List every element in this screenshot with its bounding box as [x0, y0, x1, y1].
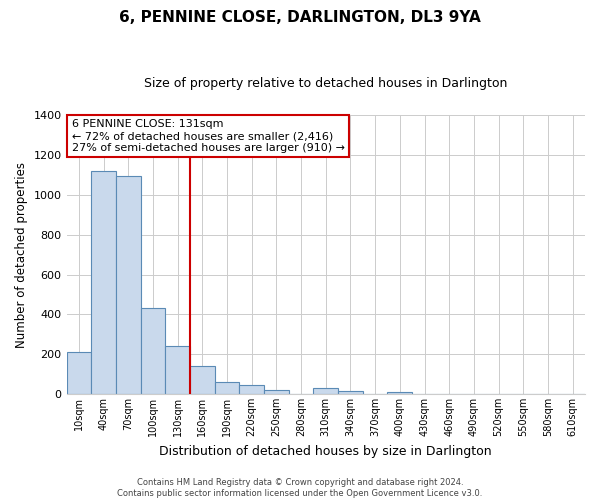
Bar	[239, 384, 264, 394]
Y-axis label: Number of detached properties: Number of detached properties	[15, 162, 28, 348]
Bar	[140, 308, 165, 394]
Bar	[215, 382, 239, 394]
Bar	[338, 391, 363, 394]
Bar	[165, 346, 190, 394]
Bar	[91, 171, 116, 394]
Bar	[313, 388, 338, 394]
Title: Size of property relative to detached houses in Darlington: Size of property relative to detached ho…	[144, 78, 508, 90]
Text: 6 PENNINE CLOSE: 131sqm
← 72% of detached houses are smaller (2,416)
27% of semi: 6 PENNINE CLOSE: 131sqm ← 72% of detache…	[72, 120, 345, 152]
Bar	[116, 176, 140, 394]
Text: Contains HM Land Registry data © Crown copyright and database right 2024.
Contai: Contains HM Land Registry data © Crown c…	[118, 478, 482, 498]
Bar	[67, 352, 91, 394]
Bar	[264, 390, 289, 394]
Text: 6, PENNINE CLOSE, DARLINGTON, DL3 9YA: 6, PENNINE CLOSE, DARLINGTON, DL3 9YA	[119, 10, 481, 25]
Bar	[388, 392, 412, 394]
X-axis label: Distribution of detached houses by size in Darlington: Distribution of detached houses by size …	[160, 444, 492, 458]
Bar	[190, 366, 215, 394]
